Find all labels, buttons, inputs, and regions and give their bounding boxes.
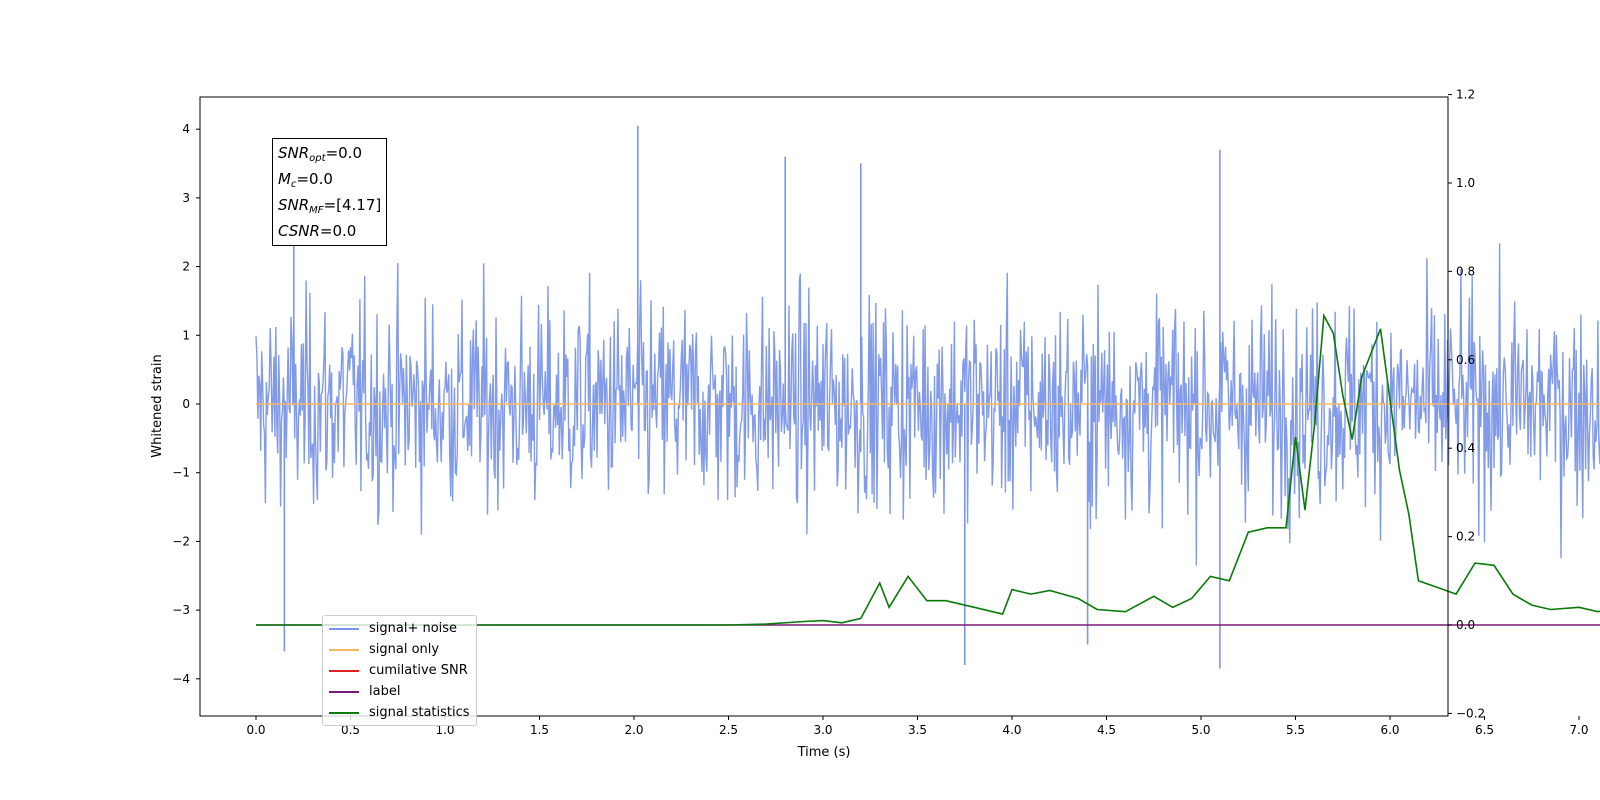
y-tick-label: −2	[172, 534, 190, 548]
snr-mf-row: SNRMF=[4.17]	[278, 195, 381, 221]
x-tick-label: 4.0	[1002, 723, 1021, 737]
y-tick-label: 3	[182, 191, 190, 205]
snr-mf-subscript: MF	[309, 205, 324, 216]
signal-statistics-line	[256, 312, 1600, 626]
legend-item-signal-statistics: signal statistics	[327, 702, 470, 723]
legend-item-signal-only: signal only	[327, 639, 470, 660]
legend-item-label: label	[327, 681, 470, 702]
mc-value: =0.0	[296, 170, 333, 188]
y-axis-ticks: 4 3 2 1 0 −1 −2 −3 −4	[172, 122, 200, 686]
signal-noise-trace	[255, 125, 1600, 669]
x-axis-ticks: 0.0 0.5 1.0 1.5 2.0 2.5 3.0 3.5 4.0 4.5 5.0 5.5 6.0 6…	[246, 716, 1589, 737]
y2-tick-label: −0.2	[1456, 706, 1485, 720]
legend-label: signal statistics	[369, 705, 470, 720]
snr-opt-symbol: SNR	[278, 144, 310, 162]
mc-row: Mc=0.0	[278, 169, 381, 195]
x-tick-label: 1.0	[435, 723, 454, 737]
y2-tick-label: 0.8	[1456, 264, 1475, 278]
legend-item-signal-noise: signal+ noise	[327, 618, 470, 639]
y-tick-label: 1	[182, 328, 190, 342]
legend-swatch	[329, 627, 359, 630]
legend-swatch	[329, 669, 359, 672]
legend-swatch	[329, 648, 359, 651]
y2-tick-label: 0.2	[1456, 530, 1475, 544]
legend-label: label	[369, 684, 401, 699]
x-tick-label: 6.0	[1380, 723, 1399, 737]
y2-tick-label: 1.0	[1456, 176, 1475, 190]
y-tick-label: −1	[172, 466, 190, 480]
csnr-row: CSNR=0.0	[278, 221, 381, 242]
y-axis-label: Whitened strain	[150, 354, 165, 457]
y-tick-label: 2	[182, 260, 190, 274]
x-tick-label: 7.0	[1569, 723, 1588, 737]
x-tick-label: 0.5	[341, 723, 360, 737]
legend-label: cumilative SNR	[369, 663, 468, 678]
y2-tick-label: 1.2	[1456, 88, 1475, 102]
csnr-symbol: CSNR	[278, 222, 320, 240]
x-tick-label: 6.5	[1475, 723, 1494, 737]
snr-mf-value: =[4.17]	[323, 196, 382, 214]
y2-tick-label: 0.4	[1456, 441, 1475, 455]
x-tick-label: 1.5	[530, 723, 549, 737]
x-tick-label: 5.5	[1286, 723, 1305, 737]
x-axis-label: Time (s)	[797, 745, 851, 760]
plot-area-frame	[199, 96, 1449, 717]
y-tick-label: 4	[182, 122, 190, 136]
legend-swatch	[329, 711, 359, 714]
y-tick-label: 0	[182, 397, 190, 411]
signal-noise-line	[255, 243, 1600, 566]
legend-label: signal only	[369, 642, 440, 657]
snr-opt-row: SNRopt=0.0	[278, 143, 381, 169]
snr-opt-subscript: opt	[309, 153, 326, 164]
x-tick-label: 3.5	[908, 723, 927, 737]
x-tick-label: 3.0	[813, 723, 832, 737]
legend-label: signal+ noise	[369, 621, 458, 636]
x-tick-label: 4.5	[1097, 723, 1116, 737]
chart-legend: signal+ noise signal only cumilative SNR…	[322, 615, 477, 726]
x-tick-label: 0.0	[246, 723, 265, 737]
x-tick-label: 2.0	[624, 723, 643, 737]
mc-symbol: M	[278, 170, 291, 188]
mc-subscript: c	[290, 179, 297, 190]
y-tick-label: −3	[172, 603, 190, 617]
x-tick-label: 5.0	[1191, 723, 1210, 737]
x-tick-label: 2.5	[719, 723, 738, 737]
legend-swatch	[329, 690, 359, 693]
y-tick-label: −4	[172, 672, 190, 686]
y2-tick-label: 0.0	[1456, 618, 1475, 632]
snr-mf-symbol: SNR	[278, 196, 310, 214]
series-lines	[256, 312, 1600, 626]
legend-item-cumulative-snr: cumilative SNR	[327, 660, 470, 681]
snr-opt-value: =0.0	[325, 144, 362, 162]
csnr-value: =0.0	[319, 222, 357, 240]
snr-stats-box: SNRopt=0.0 Mc=0.0 SNRMF=[4.17] CSNR=0.0	[272, 138, 388, 246]
y2-tick-label: 0.6	[1456, 353, 1475, 367]
y2-axis-ticks: 1.2 1.0 0.8 0.6 0.4 0.2 0.0 −0.2	[1448, 88, 1485, 720]
